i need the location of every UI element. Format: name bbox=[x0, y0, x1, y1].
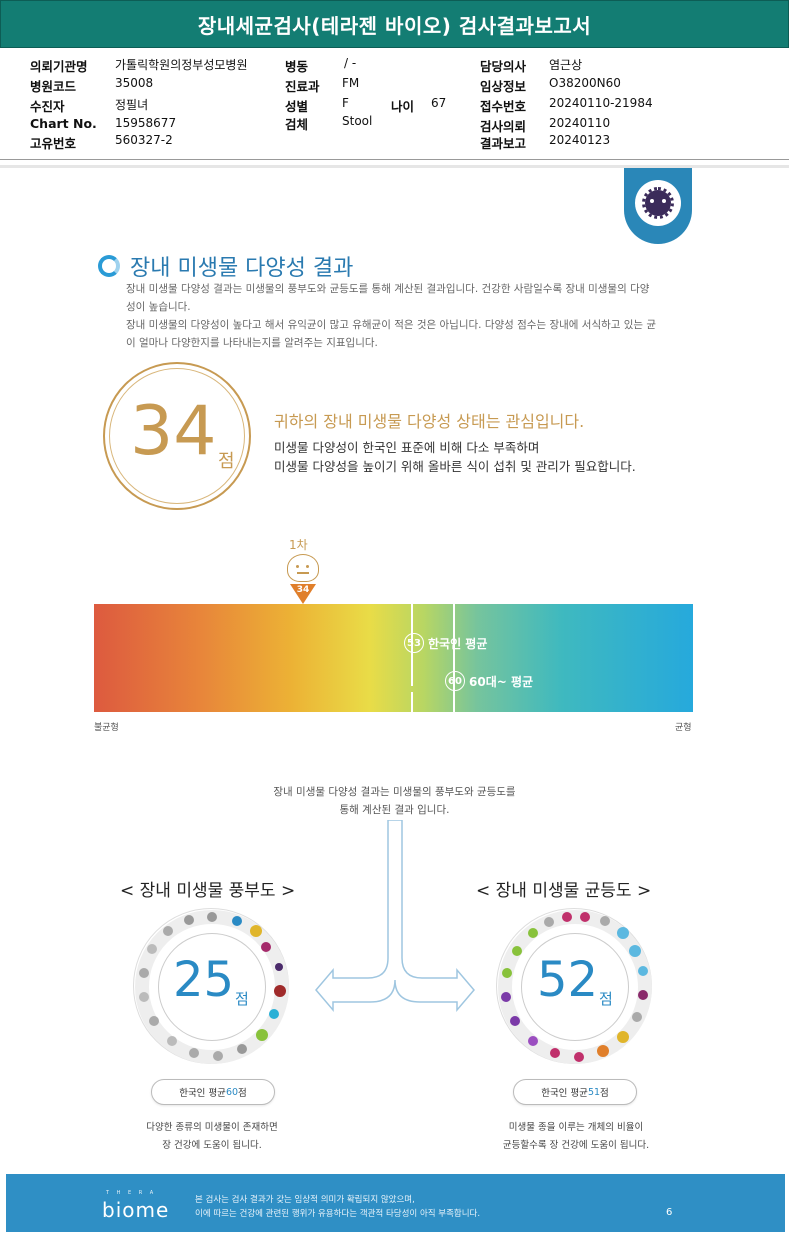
info-value: Stool bbox=[342, 114, 373, 128]
avg-60s-value: 60 bbox=[445, 671, 465, 691]
info-label: 병원코드 bbox=[30, 79, 77, 94]
info-value: 35008 bbox=[115, 76, 154, 90]
info-label: 임상정보 bbox=[480, 79, 527, 94]
section-desc-line: 장내 미생물 다양성 결과는 미생물의 풍부도와 균등도를 통해 계산된 결과입… bbox=[126, 283, 650, 295]
evenness-title: < 장내 미생물 균등도 > bbox=[476, 881, 652, 901]
avg-korean-value: 53 bbox=[404, 633, 424, 653]
info-value: 20240123 bbox=[549, 133, 611, 147]
logo-small-text: T H E R A bbox=[106, 1190, 157, 1196]
info-label: 의뢰기관명 bbox=[30, 59, 88, 74]
score-value: 34 bbox=[130, 392, 217, 471]
info-label: 나이 bbox=[391, 99, 415, 114]
score-circle bbox=[103, 362, 251, 510]
richness-title: < 장내 미생물 풍부도 > bbox=[120, 881, 296, 901]
info-label: 검사의뢰 bbox=[480, 119, 527, 134]
avg-suffix: 점 bbox=[600, 1088, 609, 1099]
section-desc-line: 성이 높습니다. bbox=[126, 301, 191, 313]
marker-pointer bbox=[290, 584, 316, 604]
microbe-ring-icon bbox=[135, 910, 289, 1064]
marker-label: 1차 bbox=[289, 538, 308, 552]
footer: T H E R A biome 본 검사는 검사 결과가 갖는 임상적 의미가 … bbox=[6, 1174, 785, 1232]
info-value: 염근상 bbox=[549, 58, 583, 72]
patient-info-table: 의뢰기관명 가톨릭학원의정부성모병원 병원코드 35008 수진자 정필녀 Ch… bbox=[0, 48, 789, 160]
divider bbox=[0, 165, 789, 168]
info-label: Chart No. bbox=[30, 116, 97, 131]
flow-text-line: 통해 계산된 결과 입니다. bbox=[339, 804, 450, 816]
evenness-value: 52 bbox=[537, 952, 599, 1008]
avg-line-60s bbox=[453, 604, 455, 712]
info-value: 15958677 bbox=[115, 116, 177, 130]
info-label: 진료과 bbox=[285, 79, 320, 94]
info-label: 고유번호 bbox=[30, 136, 77, 151]
info-value: 20240110 bbox=[549, 116, 611, 130]
flow-text-line: 장내 미생물 다양성 결과는 미생물의 풍부도와 균등도를 bbox=[273, 786, 516, 798]
avg-suffix: 점 bbox=[238, 1088, 247, 1099]
info-value: F bbox=[342, 96, 349, 110]
info-label: 담당의사 bbox=[480, 59, 527, 74]
info-label: 병동 bbox=[285, 59, 309, 74]
info-value: FM bbox=[342, 76, 360, 90]
status-desc-line: 미생물 다양성이 한국인 표준에 비해 다소 부족하며 bbox=[274, 440, 540, 455]
info-label: 성별 bbox=[285, 99, 309, 114]
richness-caption: 다양한 종류의 미생물이 존재하면 bbox=[146, 1122, 278, 1133]
avg-korean-label: 한국인 평균 bbox=[428, 636, 488, 651]
microbe-ring-icon bbox=[498, 910, 652, 1064]
info-value: / - bbox=[344, 56, 357, 70]
microbe-icon bbox=[635, 180, 681, 226]
evenness-ring bbox=[496, 908, 652, 1064]
footer-line: 이에 따르는 건강에 관련된 행위가 유용하다는 객관적 타당성이 아직 부족합… bbox=[195, 1209, 481, 1219]
info-label: 결과보고 bbox=[480, 136, 527, 151]
avg-prefix: 한국인 평균 bbox=[179, 1088, 226, 1099]
section-tab bbox=[624, 168, 692, 244]
info-label: 접수번호 bbox=[480, 99, 527, 114]
split-arrow-icon bbox=[315, 820, 475, 1013]
page-number: 6 bbox=[666, 1207, 673, 1218]
section-title-text: 장내 미생물 다양성 결과 bbox=[130, 256, 354, 281]
info-value: 정필녀 bbox=[115, 98, 149, 112]
status-desc-line: 미생물 다양성을 높이기 위해 올바른 식이 섭취 및 관리가 필요합니다. bbox=[274, 459, 636, 474]
report-title: 장내세균검사(테라젠 바이오) 검사결과보고서 bbox=[0, 0, 789, 48]
avg-60s-label: 60대~ 평균 bbox=[469, 674, 534, 689]
score-unit: 점 bbox=[218, 451, 235, 472]
evenness-avg-pill: 한국인 평균 51 점 bbox=[513, 1079, 637, 1105]
section-desc-line: 이 얼마나 다양한지를 나타내는지를 알려주는 지표입니다. bbox=[126, 337, 378, 349]
scale-left-label: 불균형 bbox=[94, 723, 119, 733]
avg-badge-60s: 60 60대~ 평균 bbox=[445, 671, 533, 691]
richness-avg-pill: 한국인 평균 60 점 bbox=[151, 1079, 275, 1105]
marker-value: 34 bbox=[296, 585, 310, 595]
richness-ring bbox=[133, 908, 289, 1064]
logo: biome bbox=[102, 1198, 170, 1222]
avg-prefix: 한국인 평균 bbox=[541, 1088, 588, 1099]
footer-line: 본 검사는 검사 결과가 갖는 임상적 의미가 확립되지 않았으며, bbox=[195, 1195, 415, 1205]
evenness-caption: 균등할수록 장 건강에 도움이 됩니다. bbox=[502, 1140, 650, 1151]
info-value: 가톨릭학원의정부성모병원 bbox=[115, 58, 248, 72]
info-value: 560327-2 bbox=[115, 133, 173, 147]
info-value: 67 bbox=[431, 96, 447, 110]
scale-right-label: 균형 bbox=[675, 723, 692, 733]
avg-badge-korean: 53 한국인 평균 bbox=[404, 633, 487, 653]
richness-inner bbox=[158, 933, 266, 1041]
footer-disclaimer: 본 검사는 검사 결과가 갖는 임상적 의미가 확립되지 않았으며, 이에 따르… bbox=[195, 1193, 635, 1221]
face-icon bbox=[287, 554, 319, 582]
info-label: 수진자 bbox=[30, 99, 65, 114]
richness-value: 25 bbox=[173, 952, 235, 1008]
info-label: 검체 bbox=[285, 117, 309, 132]
ring-icon bbox=[98, 255, 120, 277]
evenness-inner bbox=[521, 933, 629, 1041]
evenness-caption: 미생물 종을 이루는 개체의 비율이 bbox=[508, 1122, 644, 1133]
section-desc-line: 장내 미생물의 다양성이 높다고 해서 유익균이 많고 유해균이 적은 것은 아… bbox=[126, 319, 657, 331]
section-title: 장내 미생물 다양성 결과 bbox=[98, 250, 353, 282]
richness-caption: 장 건강에 도움이 됩니다. bbox=[162, 1140, 262, 1151]
avg-value: 51 bbox=[587, 1086, 601, 1098]
diversity-scale-bar: 53 한국인 평균 60 60대~ 평균 bbox=[94, 604, 693, 712]
status-text: 귀하의 장내 미생물 다양성 상태는 관심입니다. bbox=[274, 412, 585, 431]
avg-line-korean-tail bbox=[411, 692, 413, 712]
avg-value: 60 bbox=[225, 1086, 239, 1098]
richness-unit: 점 bbox=[235, 990, 249, 1008]
evenness-unit: 점 bbox=[599, 990, 613, 1008]
info-value: 20240110-21984 bbox=[549, 96, 653, 110]
info-value: O38200N60 bbox=[549, 76, 621, 90]
